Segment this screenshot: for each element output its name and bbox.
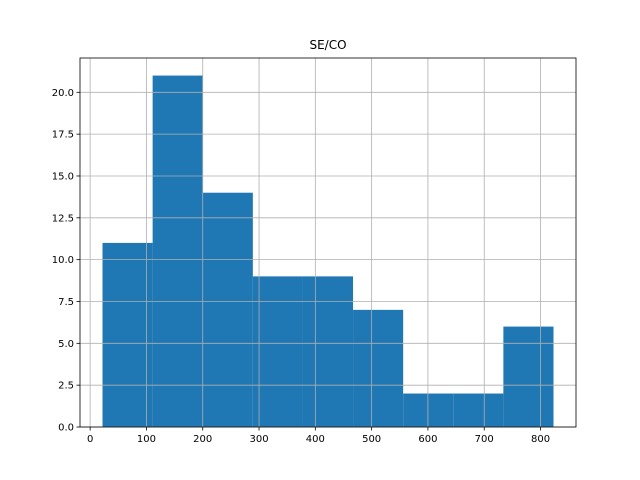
- y-tick-label: 2.5: [58, 381, 74, 392]
- histogram-bar: [503, 326, 554, 427]
- histogram-bar: [353, 309, 404, 427]
- x-tick-label: 600: [418, 434, 437, 445]
- y-tick-label: 10.0: [52, 255, 74, 266]
- histogram-bar: [202, 192, 253, 427]
- y-tick-label: 17.5: [52, 130, 74, 141]
- x-tick-label: 200: [193, 434, 212, 445]
- x-tick-label: 400: [306, 434, 325, 445]
- plot-frame: [79, 57, 577, 428]
- histogram-bar: [102, 242, 153, 427]
- y-tick-label: 5.0: [58, 339, 74, 350]
- y-tick-label: 20.0: [52, 88, 74, 99]
- y-tick-label: 15.0: [52, 171, 74, 182]
- histogram-bar: [453, 393, 504, 427]
- axes: 0 100 200 300 400 500 600 700 800 0.0 2.5 5.0 7.5 10.…: [52, 57, 577, 445]
- histogram-bar: [152, 75, 203, 428]
- y-tick-label: 12.5: [52, 213, 74, 224]
- y-tick-label: 7.5: [58, 297, 74, 308]
- x-tick-label: 300: [249, 434, 268, 445]
- histogram-bar: [302, 276, 354, 427]
- x-tick-label: 500: [362, 434, 381, 445]
- x-tick-label: 700: [475, 434, 494, 445]
- chart-title: SE/CO: [309, 38, 346, 52]
- bars: [102, 75, 554, 428]
- x-tick-label: 800: [531, 434, 550, 445]
- histogram-bar: [252, 276, 303, 427]
- x-tick-label: 100: [137, 434, 156, 445]
- y-tick-label: 0.0: [58, 423, 74, 434]
- x-tick-label: 0: [87, 434, 93, 445]
